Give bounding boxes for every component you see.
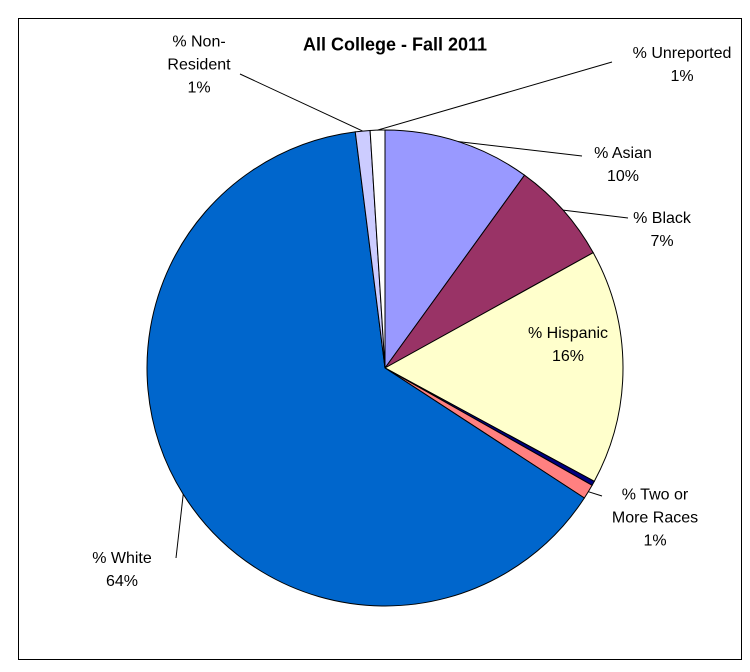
slice-label: % Unreported 1% (627, 42, 737, 88)
pie-slice (383, 251, 624, 483)
slice-label: % Black 7% (627, 207, 697, 253)
slice-value: 16% (551, 348, 585, 365)
chart-title: All College - Fall 2011 (302, 34, 488, 55)
slice-label: % Non-Resident 1% (159, 31, 239, 100)
slice-label: % White 64% (82, 547, 162, 593)
slice-name: % Asian (594, 145, 652, 162)
slice-value: 1% (187, 79, 211, 97)
slice-name: % Black (633, 210, 691, 227)
pie-slice (146, 131, 586, 607)
pie-slice (384, 174, 594, 369)
slice-name: % White (92, 550, 152, 567)
slice-name: % Two or More Races (611, 486, 699, 527)
leader-line (458, 141, 583, 157)
slice-label: % Hispanic 16% (518, 322, 618, 368)
slice-value: 1% (643, 532, 667, 550)
leader-line (239, 73, 363, 132)
leader-line (175, 494, 184, 559)
slice-value: 10% (606, 168, 640, 185)
leader-line (563, 209, 629, 219)
pie-slice (369, 129, 386, 369)
leader-line (588, 491, 603, 497)
slice-name: % Hispanic (527, 325, 609, 342)
slice-label: % Two or More Races 1% (605, 484, 705, 553)
slice-label: % Asian 10% (578, 142, 668, 188)
slice-value: 7% (650, 233, 674, 250)
slice-name: % Unreported (632, 45, 732, 62)
slice-name: % Non-Resident (167, 33, 231, 74)
slice-value: 1% (670, 68, 694, 85)
leader-line (377, 61, 613, 131)
slice-value: 64% (105, 573, 139, 590)
